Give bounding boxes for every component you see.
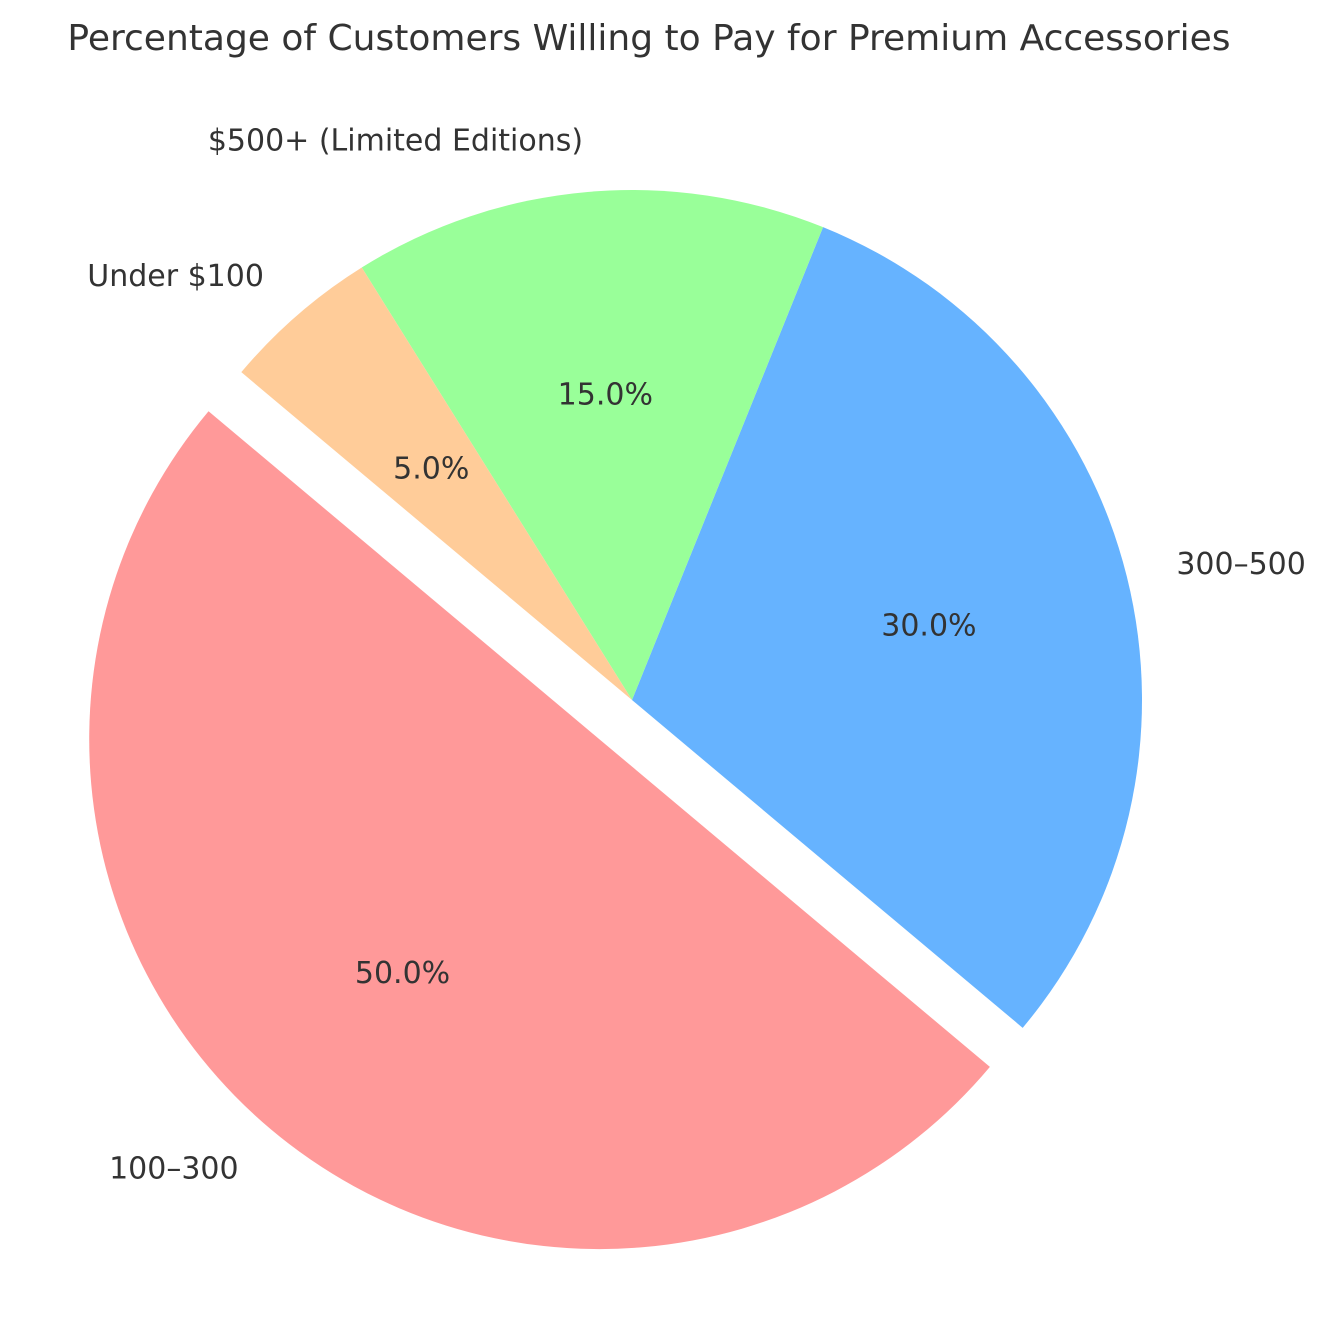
pie-slice — [241, 267, 633, 700]
pie-slices — [89, 190, 1143, 1250]
pie-labels: 50.0% 100–300 30.0% 300–500 15.0% $500+ (Limi… — [87, 124, 1306, 1187]
slice-category-label: 300–500 — [1176, 547, 1306, 582]
slice-category-label: 100–300 — [109, 1151, 239, 1186]
slice-percent-label: 30.0% — [881, 608, 976, 643]
pie-slice — [361, 190, 824, 700]
pie-slice — [632, 227, 1143, 1028]
chart-title: Percentage of Customers Willing to Pay f… — [67, 18, 1230, 59]
slice-percent-label: 15.0% — [558, 378, 653, 413]
slice-percent-label: 50.0% — [355, 956, 450, 991]
slice-category-label: Under $100 — [87, 259, 264, 294]
pie-slice — [89, 411, 990, 1250]
slice-category-label: $500+ (Limited Editions) — [208, 124, 583, 159]
slice-percent-label: 5.0% — [393, 452, 469, 487]
